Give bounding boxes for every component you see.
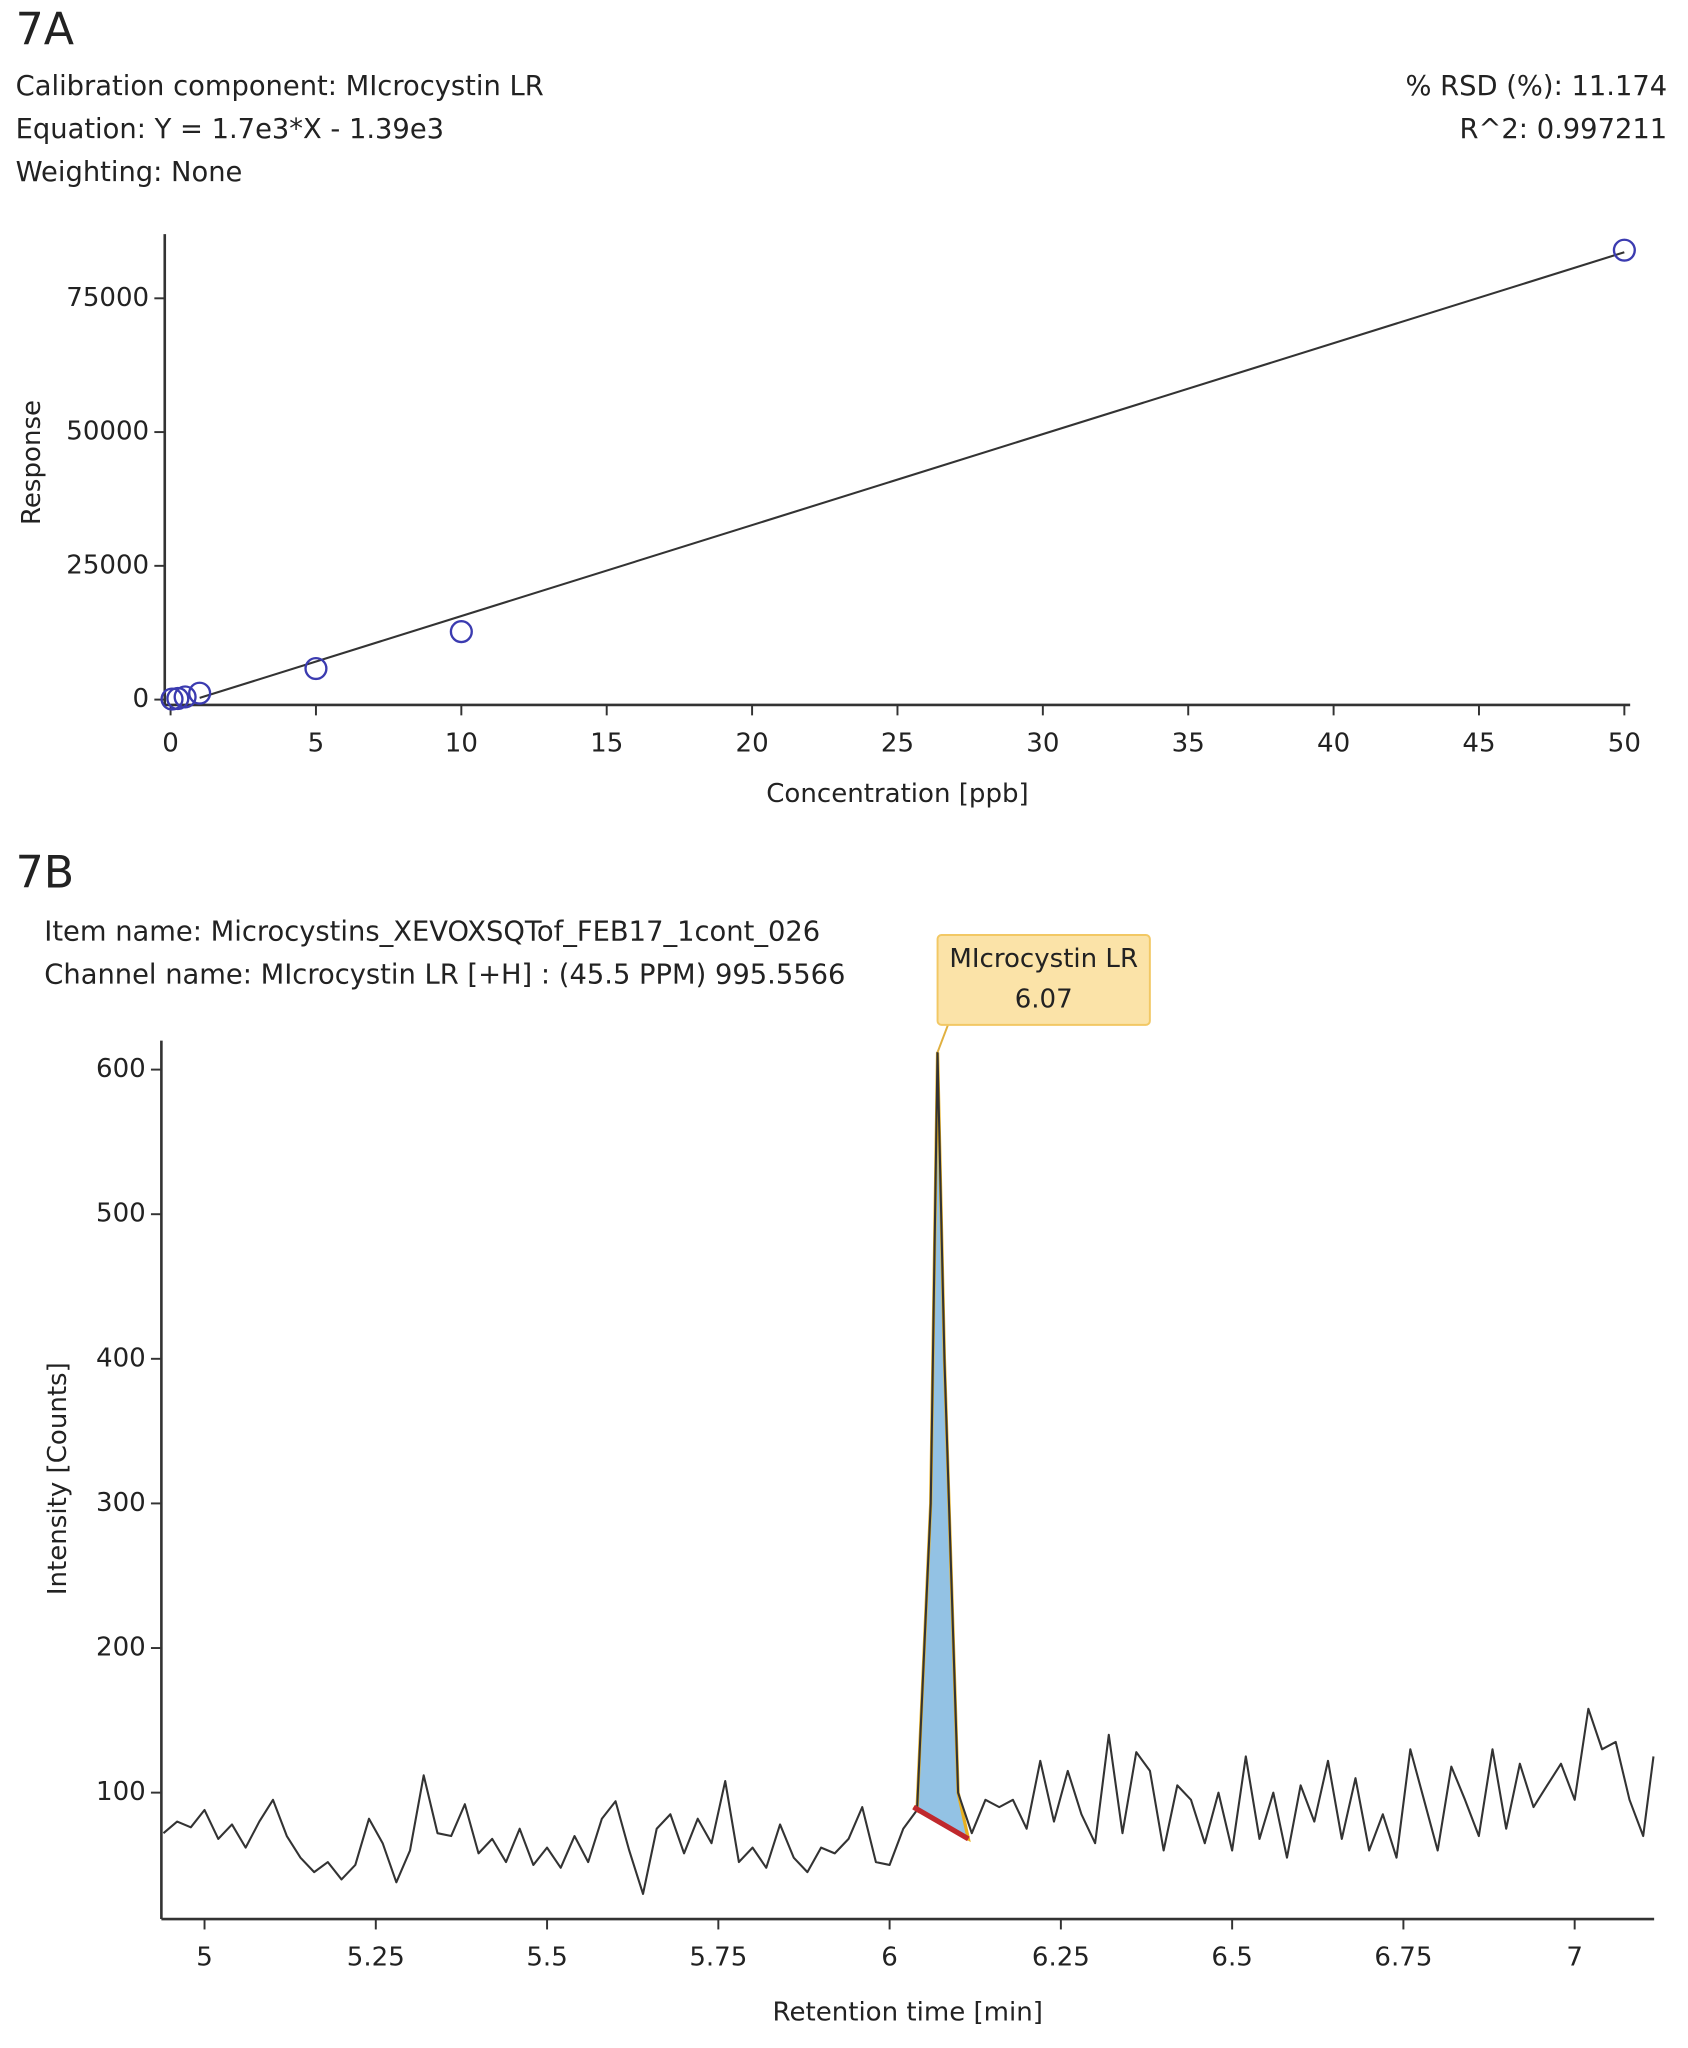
x-tick-label: 40: [1317, 729, 1350, 759]
x-tick-label: 30: [1026, 729, 1059, 759]
x-axis-label: Retention time [min]: [773, 1997, 1043, 2027]
y-tick-label: 50000: [66, 417, 149, 447]
x-tick-label: 5.5: [526, 1943, 567, 1973]
y-tick-label: 25000: [66, 550, 149, 580]
y-tick-label: 300: [96, 1488, 146, 1518]
peak-baseline: [912, 1804, 970, 1842]
x-tick-label: 25: [881, 729, 914, 759]
y-tick-label: 0: [133, 684, 150, 714]
x-tick-label: 10: [445, 729, 478, 759]
y-axis-label: Intensity [Counts]: [43, 1362, 73, 1595]
panel-label: 7A: [16, 5, 74, 56]
chromatogram-line: [162, 1051, 1655, 1895]
x-tick-label: 15: [590, 729, 623, 759]
annotation-leader: [936, 1024, 949, 1053]
x-tick-label: 20: [736, 729, 769, 759]
data-point: [173, 685, 197, 709]
header-line: Channel name: MIcrocystin LR [+H] : (45.…: [44, 959, 845, 990]
y-tick-label: 100: [96, 1777, 146, 1807]
x-tick-label: 6.75: [1374, 1943, 1432, 1973]
y-tick-label: 200: [96, 1633, 146, 1663]
x-tick-label: 5.75: [689, 1943, 747, 1973]
y-tick-label: 75000: [66, 283, 149, 313]
annotation-value: 6.07: [1015, 985, 1073, 1015]
x-tick-label: 5: [196, 1943, 213, 1973]
x-tick-label: 6: [881, 1943, 898, 1973]
header-line: Item name: Microcystins_XEVOXSQTof_FEB17…: [44, 916, 820, 947]
fit-line: [199, 251, 1625, 699]
x-tick-label: 5.25: [347, 1943, 405, 1973]
x-tick-label: 45: [1462, 729, 1495, 759]
y-axis-label: Response: [17, 400, 47, 525]
x-tick-label: 50: [1608, 729, 1641, 759]
header-line: R^2: 0.997211: [1459, 114, 1667, 145]
x-tick-label: 6.25: [1032, 1943, 1090, 1973]
x-tick-label: 5: [308, 729, 325, 759]
y-tick-label: 400: [96, 1343, 146, 1373]
data-point: [304, 656, 328, 681]
panel-label: 7B: [16, 847, 75, 898]
header-line: Calibration component: MIcrocystin LR: [16, 71, 544, 102]
x-tick-label: 6.5: [1211, 1943, 1252, 1973]
data-point: [449, 620, 473, 644]
y-tick-label: 500: [96, 1199, 146, 1229]
annotation-label: MIcrocystin LR: [949, 944, 1138, 974]
data-point: [188, 681, 212, 705]
y-tick-label: 600: [96, 1054, 146, 1084]
annotation-box: [936, 934, 1151, 1026]
header-line: Equation: Y = 1.7e3*X - 1.39e3: [16, 114, 444, 145]
x-tick-label: 7: [1566, 1943, 1583, 1973]
header-line: Weighting: None: [16, 157, 243, 188]
data-point: [1612, 238, 1636, 262]
x-tick-label: 35: [1172, 729, 1205, 759]
header-line: % RSD (%): 11.174: [1406, 71, 1668, 102]
x-tick-label: 0: [162, 729, 179, 759]
x-axis-label: Concentration [ppb]: [766, 779, 1028, 809]
